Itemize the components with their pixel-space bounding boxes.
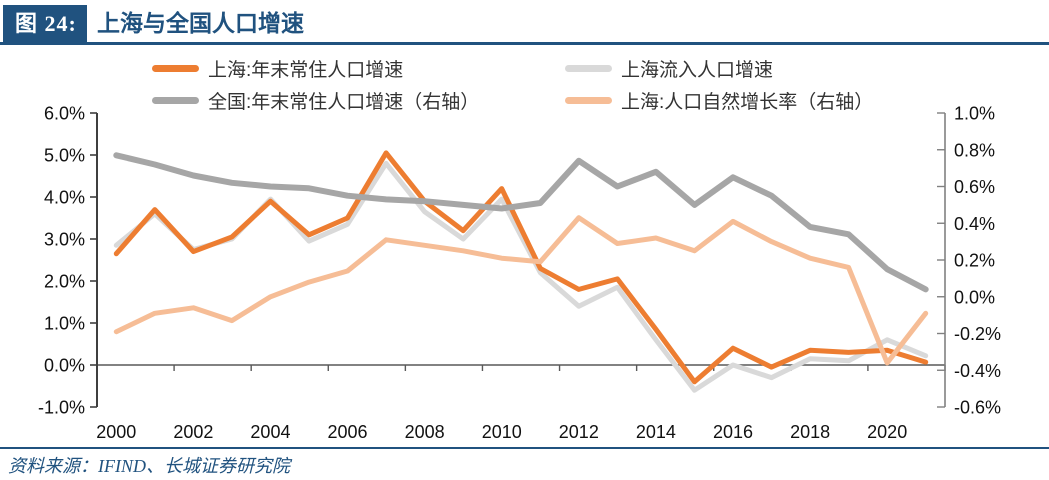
series-line-shanghai-resident: [113, 150, 929, 385]
right-axis-tick-label: 0.2%: [954, 251, 995, 271]
legend-swatch-shanghai-natural-growth: [565, 97, 612, 104]
x-axis-tick-label: 2014: [636, 422, 676, 442]
legend-swatch-shanghai-inflow: [565, 65, 612, 72]
legend-item-shanghai-natural-growth: 上海:人口自然增长率（右轴）: [565, 90, 874, 113]
x-axis-tick-label: 2012: [559, 422, 599, 442]
left-axis-tick-label: 1.0%: [44, 314, 85, 334]
legend-label-shanghai-inflow: 上海流入人口增速: [621, 60, 774, 81]
left-axis-tick-label: -1.0%: [38, 398, 85, 418]
left-axis-tick-label: 2.0%: [44, 272, 85, 292]
right-axis-tick-label: -0.4%: [954, 361, 1001, 381]
left-axis-tick-label: 0.0%: [44, 356, 85, 376]
x-axis-tick-label: 2010: [482, 422, 522, 442]
page-title: 上海与全国人口增速: [97, 11, 304, 36]
footer-rule: [0, 447, 1049, 449]
left-axis-tick-label: 5.0%: [44, 146, 85, 166]
source-note: 资料来源：IFIND、长城证券研究院: [8, 456, 290, 476]
legend-label-national-resident: 全国:年末常住人口增速（右轴）: [208, 92, 480, 113]
series-line-national-resident: [113, 152, 929, 293]
x-axis-tick-label: 2004: [250, 422, 290, 442]
legend-swatch-shanghai-resident: [152, 65, 199, 72]
legend-label-shanghai-natural-growth: 上海:人口自然增长率（右轴）: [621, 92, 874, 113]
legend-item-shanghai-resident: 上海:年末常住人口增速: [152, 58, 565, 81]
x-axis-tick-label: 2008: [405, 422, 445, 442]
series-line-shanghai-inflow: [113, 160, 929, 393]
legend-item-shanghai-inflow: 上海流入人口增速: [565, 58, 873, 81]
left-axis-tick-label: 6.0%: [44, 104, 85, 124]
figure-label: 图 24:: [15, 11, 77, 36]
chart-legend: 上海:年末常住人口增速 上海流入人口增速全国:年末常住人口增速（右轴） 上海:人口自…: [152, 58, 874, 113]
x-axis-tick-label: 2000: [96, 422, 136, 442]
x-axis-tick-label: 2002: [173, 422, 213, 442]
left-axis-tick-label: 3.0%: [44, 230, 85, 250]
title-underline: [0, 42, 1049, 45]
right-axis-tick-label: 1.0%: [954, 104, 995, 124]
legend-item-national-resident: 全国:年末常住人口增速（右轴）: [152, 90, 565, 113]
x-axis-tick-label: 2016: [713, 422, 753, 442]
figure-label-box: 图 24:: [3, 5, 87, 42]
right-axis-tick-label: -0.6%: [954, 398, 1001, 418]
legend-swatch-national-resident: [152, 97, 199, 104]
right-axis-tick-label: 0.4%: [954, 214, 995, 234]
legend-label-shanghai-resident: 上海:年末常住人口增速: [208, 60, 404, 81]
left-axis-tick-label: 4.0%: [44, 188, 85, 208]
x-axis-tick-label: 2006: [328, 422, 368, 442]
series-line-shanghai-natural-growth: [113, 215, 929, 366]
x-axis-tick-label: 2018: [790, 422, 830, 442]
right-axis-tick-label: 0.0%: [954, 287, 995, 307]
right-axis-tick-label: 0.6%: [954, 177, 995, 197]
right-axis-tick-label: 0.8%: [954, 140, 995, 160]
x-axis-tick-label: 2020: [867, 422, 907, 442]
right-axis-tick-label: -0.2%: [954, 324, 1001, 344]
